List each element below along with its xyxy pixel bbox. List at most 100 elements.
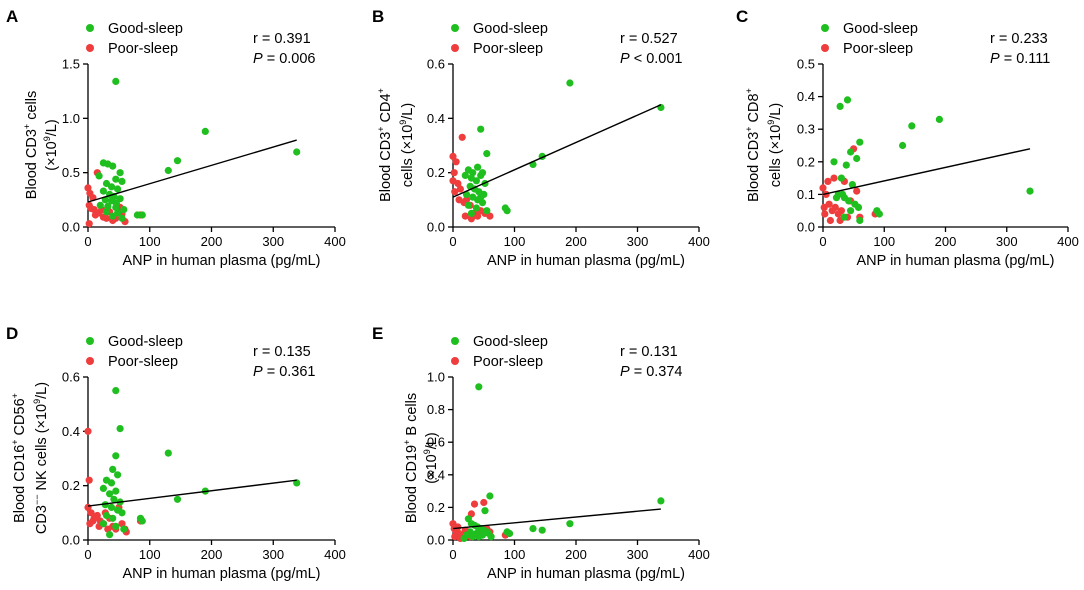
p-symbol: P <box>253 364 263 380</box>
y-axis-title-line-2: (×109/L) <box>42 119 60 170</box>
good-sleep-point <box>138 517 146 525</box>
p-symbol: P <box>990 51 1000 67</box>
superscript: 9 <box>766 120 776 125</box>
good-sleep-point <box>843 96 852 104</box>
poor-sleep-point <box>85 476 93 484</box>
y-tick-label: 1.5 <box>62 57 80 72</box>
legend: Good-sleep Poor-sleep <box>821 21 918 57</box>
y-tick-label: 0.4 <box>62 424 80 439</box>
poor-sleep-point <box>467 215 475 223</box>
superscript: + <box>402 440 412 445</box>
good-sleep-point <box>112 487 120 495</box>
y-tick-label: 0.4 <box>427 111 445 126</box>
label-part: Blood CD3 <box>378 132 394 202</box>
good-sleep-point <box>477 193 485 201</box>
legend-poor-sleep-label: Poor-sleep <box>108 41 178 57</box>
x-tick-label: 100 <box>139 547 161 562</box>
x-tick-label: 300 <box>262 547 284 562</box>
regression-line <box>87 479 297 507</box>
legend-good-sleep-marker <box>86 24 94 32</box>
good-sleep-point <box>99 484 107 492</box>
good-sleep-point <box>472 204 480 212</box>
good-sleep-point <box>566 79 574 87</box>
p-number: = 0.006 <box>263 51 316 67</box>
y-tick-label: 0.0 <box>62 220 80 235</box>
label-part: CD56 <box>12 398 28 439</box>
r-value: r = 0.135 <box>253 344 311 360</box>
x-axis-title: ANP in human plasma (pg/mL) <box>123 566 321 582</box>
x-tick-label: 400 <box>688 234 710 249</box>
label-part: /L) <box>400 103 416 120</box>
x-axis-title: ANP in human plasma (pg/mL) <box>487 253 685 269</box>
legend-poor-sleep-label: Poor-sleep <box>473 41 543 57</box>
regression-line <box>452 104 662 198</box>
y-axis-title-line-1: Blood CD3+ CD8+ <box>744 88 762 202</box>
x-tick-label: 0 <box>84 234 91 249</box>
legend-poor-sleep-marker <box>86 357 94 365</box>
label-part: cells (×10 <box>400 125 416 187</box>
poor-sleep-point <box>456 185 464 193</box>
good-sleep-point <box>293 148 301 156</box>
legend-good-sleep-label: Good-sleep <box>843 21 918 37</box>
panel-letter: D <box>6 324 18 343</box>
good-sleep-point <box>837 174 846 182</box>
legend-good-sleep-label: Good-sleep <box>473 334 548 350</box>
superscript: 9 <box>398 120 408 125</box>
r-value: r = 0.391 <box>253 31 311 47</box>
p-number: = 0.374 <box>630 364 683 380</box>
r-value: r = 0.527 <box>620 31 678 47</box>
poor-sleep-point <box>84 427 92 435</box>
superscript: + <box>10 439 20 444</box>
good-sleep-point <box>830 158 838 166</box>
good-sleep-point <box>478 199 487 207</box>
x-tick-label: 400 <box>324 547 346 562</box>
panel-letter: B <box>372 7 384 26</box>
y-tick-label: 0.5 <box>797 57 815 72</box>
x-axis-title: ANP in human plasma (pg/mL) <box>857 253 1055 269</box>
poor-sleep-point <box>480 498 488 507</box>
good-sleep-point <box>483 207 491 215</box>
legend: Good-sleep Poor-sleep <box>451 21 548 57</box>
good-sleep-point <box>840 213 849 221</box>
panel-letter: A <box>6 7 18 26</box>
poor-sleep-point <box>826 216 835 225</box>
y-axis-title-c: Blood CD3+ CD8+ cells (×109/L) <box>744 88 784 202</box>
good-sleep-point <box>110 495 118 503</box>
superscript: + <box>744 126 754 131</box>
poor-sleep-point <box>474 212 482 220</box>
x-tick-label: 0 <box>449 234 456 249</box>
good-sleep-point <box>475 533 483 541</box>
y-tick-label: 0.5 <box>62 165 80 180</box>
label-part: cells (×10 <box>768 125 784 187</box>
x-tick-label: 300 <box>996 234 1018 249</box>
poor-sleep-point <box>825 200 833 208</box>
label-part: Blood CD19 <box>404 445 420 523</box>
legend: Good-sleep Poor-sleep <box>86 334 183 370</box>
y-tick-label: 0.0 <box>427 220 445 235</box>
good-sleep-point <box>116 425 124 433</box>
regression-line <box>87 139 297 203</box>
good-sleep-point <box>116 169 124 177</box>
poor-sleep-point <box>458 133 466 141</box>
good-sleep-point <box>112 387 120 395</box>
y-tick-label: 0.4 <box>797 89 815 104</box>
y-axis-title-line-1: Blood CD3+ cells <box>22 91 40 199</box>
p-symbol: P <box>253 51 263 67</box>
regression-line <box>452 508 661 530</box>
poor-sleep-point <box>84 184 92 192</box>
good-sleep-point <box>832 194 841 202</box>
p-symbol: P <box>620 51 630 67</box>
good-sleep-point <box>486 492 494 500</box>
x-tick-label: 200 <box>565 234 587 249</box>
superscript: 9 <box>42 136 52 141</box>
label-part: B cells <box>404 393 420 440</box>
y-axis-title-line-1: Blood CD16+ CD56+ <box>10 393 28 523</box>
label-part: /L) <box>768 103 784 120</box>
panel-letter: E <box>372 324 383 343</box>
good-sleep-point <box>469 533 477 541</box>
legend-poor-sleep-marker <box>821 44 829 52</box>
poor-sleep-point <box>830 174 838 182</box>
